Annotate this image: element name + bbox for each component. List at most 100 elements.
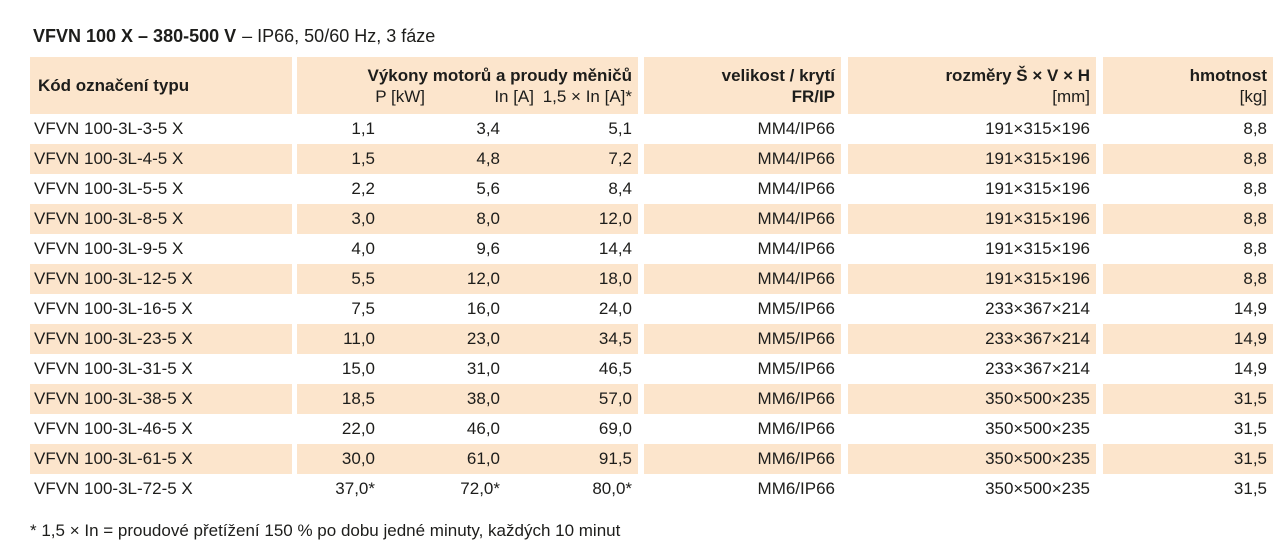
cell-weight: 14,9 (1233, 359, 1268, 378)
cell-current-in: 31,0 (466, 359, 500, 378)
column-gap (841, 264, 849, 294)
cell-current-in15: 34,5 (506, 324, 639, 354)
column-gap (638, 444, 645, 474)
cell-type-code: VFVN 100-3L-31-5 X (34, 359, 193, 378)
cell-type-code: VFVN 100-3L-38-5 X (30, 384, 292, 414)
cell-type-code: VFVN 100-3L-8-5 X (30, 204, 292, 234)
header-weight-line1: hmotnost (1189, 65, 1268, 85)
cell-frame-ip: MM4/IP66 (644, 144, 842, 174)
column-gap (292, 204, 297, 234)
cell-dimensions: 233×367×214 (848, 324, 1097, 354)
cell-frame-ip: MM4/IP66 (757, 179, 836, 198)
header-power-subrow: P [kW] In [A] 1,5 × In [A]* (297, 86, 638, 107)
table-body: VFVN 100-3L-3-5 X 1,1 3,4 5,1 MM4/IP66 1… (30, 114, 1274, 504)
cell-weight: 14,9 (1103, 324, 1274, 354)
table-row: VFVN 100-3L-16-5 X 7,5 16,0 24,0 MM5/IP6… (30, 294, 1273, 324)
cell-weight: 31,5 (1233, 479, 1268, 498)
column-gap (1096, 324, 1104, 354)
cell-current-in: 23,0 (381, 324, 506, 354)
column-gap (638, 414, 645, 444)
column-gap (638, 474, 645, 504)
cell-dimensions: 350×500×235 (985, 479, 1091, 498)
cell-current-in15: 18,0 (506, 264, 639, 294)
column-gap (1096, 414, 1104, 444)
cell-power-kw: 4,0 (351, 239, 375, 258)
table-row: VFVN 100-3L-61-5 X 30,0 61,0 91,5 MM6/IP… (30, 444, 1274, 474)
header-size-line2: FR/IP (791, 86, 836, 106)
table-header-row: Kód označení typu Výkony motorů a proudy… (30, 57, 1274, 114)
cell-power-kw: 3,0 (297, 204, 381, 234)
table-row: VFVN 100-3L-31-5 X 15,0 31,0 46,5 MM5/IP… (30, 354, 1273, 384)
column-gap (1096, 114, 1104, 144)
column-gap (292, 444, 297, 474)
cell-current-in: 12,0 (381, 264, 506, 294)
column-gap (638, 174, 645, 204)
table-row: VFVN 100-3L-5-5 X 2,2 5,6 8,4 MM4/IP66 1… (30, 174, 1273, 204)
cell-dimensions: 350×500×235 (985, 419, 1091, 438)
cell-current-in15: 91,5 (506, 444, 639, 474)
table-row: VFVN 100-3L-23-5 X 11,0 23,0 34,5 MM5/IP… (30, 324, 1274, 354)
column-gap (292, 57, 297, 114)
cell-dimensions: 233×367×214 (985, 299, 1091, 318)
column-gap (638, 294, 645, 324)
column-gap (638, 264, 645, 294)
cell-frame-ip: MM4/IP66 (644, 204, 842, 234)
table-row: VFVN 100-3L-38-5 X 18,5 38,0 57,0 MM6/IP… (30, 384, 1274, 414)
cell-weight: 31,5 (1103, 384, 1274, 414)
cell-current-in15: 24,0 (598, 299, 633, 318)
column-gap (292, 174, 297, 204)
header-in-a: In [A] (494, 86, 534, 106)
column-gap (841, 204, 849, 234)
column-gap (841, 354, 849, 384)
cell-power-kw: 2,2 (351, 179, 375, 198)
column-gap (841, 234, 849, 264)
header-power-group: Výkony motorů a proudy měničů P [kW] In … (297, 57, 639, 114)
cell-current-in: 5,6 (476, 179, 500, 198)
cell-dimensions: 350×500×235 (848, 384, 1097, 414)
header-weight: hmotnost [kg] (1103, 57, 1274, 114)
cell-type-code: VFVN 100-3L-72-5 X (34, 479, 193, 498)
header-dim-line2: [mm] (1052, 86, 1091, 106)
cell-dimensions: 191×315×196 (985, 239, 1091, 258)
header-power-title: Výkony motorů a proudy měničů (367, 65, 633, 85)
header-dimensions: rozměry Š × V × H [mm] (848, 57, 1097, 114)
header-weight-line2: [kg] (1239, 86, 1268, 106)
column-gap (1096, 204, 1104, 234)
header-size-line1: velikost / krytí (721, 65, 836, 85)
cell-current-in15: 69,0 (598, 419, 633, 438)
header-p-kw: P [kW] (375, 86, 425, 106)
cell-power-kw: 1,5 (297, 144, 381, 174)
cell-current-in15: 12,0 (506, 204, 639, 234)
cell-current-in: 46,0 (466, 419, 500, 438)
column-gap (638, 384, 645, 414)
cell-current-in: 16,0 (466, 299, 500, 318)
column-gap (1096, 354, 1104, 384)
cell-weight: 31,5 (1103, 444, 1274, 474)
column-gap (841, 174, 849, 204)
cell-type-code: VFVN 100-3L-46-5 X (34, 419, 193, 438)
cell-current-in15: 46,5 (598, 359, 633, 378)
cell-power-kw: 7,5 (351, 299, 375, 318)
column-gap (292, 144, 297, 174)
cell-power-kw: 37,0* (335, 479, 375, 498)
cell-current-in15: 57,0 (506, 384, 639, 414)
cell-weight: 8,8 (1243, 239, 1268, 258)
column-gap (1096, 384, 1104, 414)
cell-power-kw: 18,5 (297, 384, 381, 414)
column-gap (841, 144, 849, 174)
cell-dimensions: 191×315×196 (848, 264, 1097, 294)
column-gap (841, 57, 849, 114)
column-gap (638, 144, 645, 174)
column-gap (292, 474, 297, 504)
table-row: VFVN 100-3L-9-5 X 4,0 9,6 14,4 MM4/IP66 … (30, 234, 1273, 264)
cell-type-code: VFVN 100-3L-4-5 X (30, 144, 292, 174)
footnote: * 1,5 × In = proudové přetížení 150 % po… (30, 521, 621, 540)
cell-power-kw: 15,0 (341, 359, 375, 378)
column-gap (1096, 174, 1104, 204)
column-gap (292, 234, 297, 264)
cell-type-code: VFVN 100-3L-16-5 X (34, 299, 193, 318)
column-gap (1096, 474, 1104, 504)
cell-power-kw: 30,0 (297, 444, 381, 474)
cell-weight: 14,9 (1233, 299, 1268, 318)
column-gap (638, 114, 645, 144)
